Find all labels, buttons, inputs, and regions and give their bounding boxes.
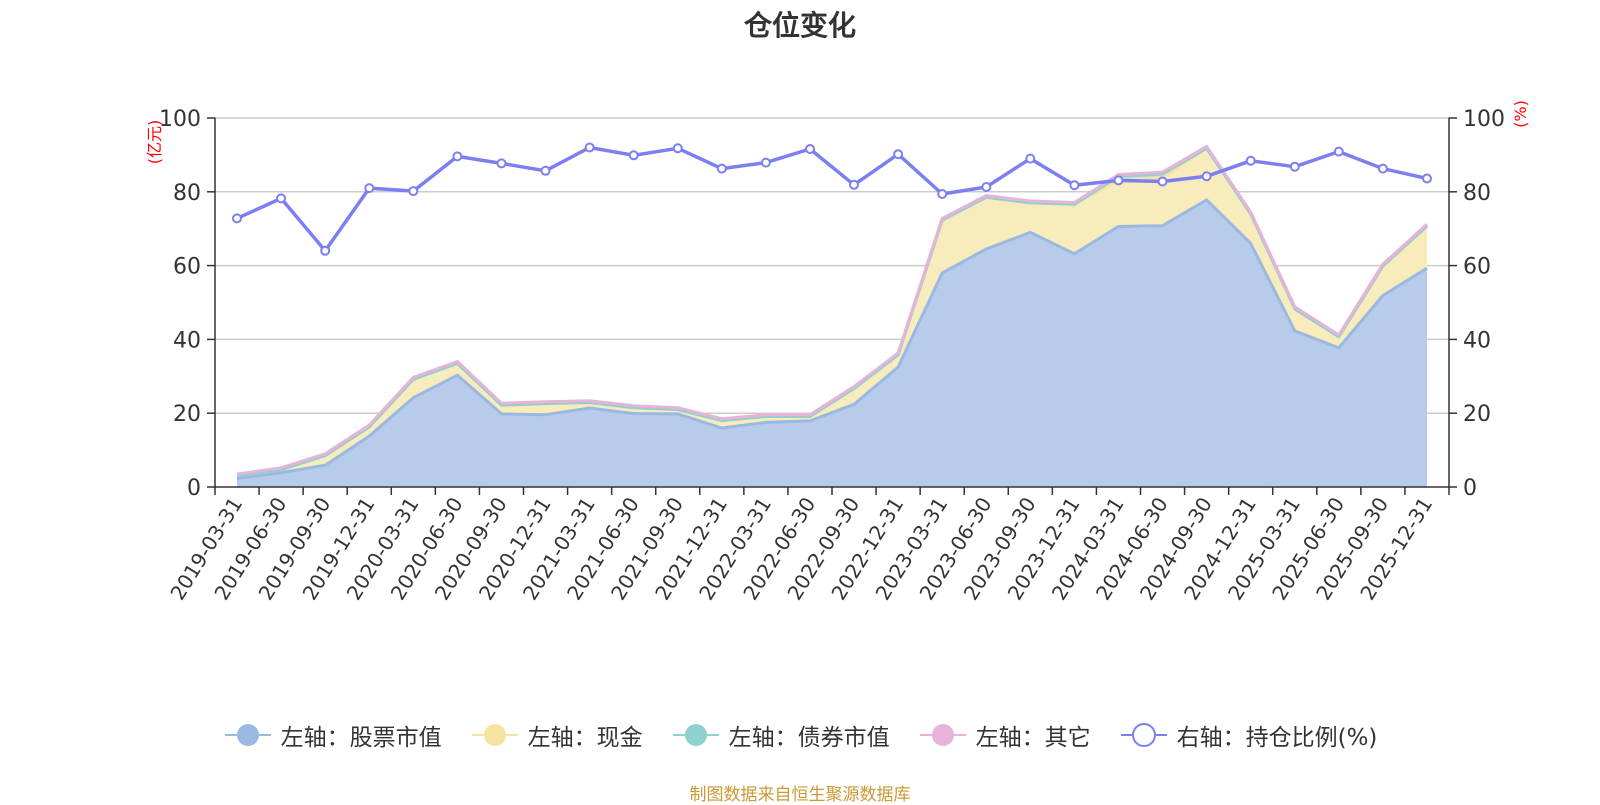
ratio-point-2023-09-30	[1025, 153, 1036, 164]
ratio-point-2022-06-30	[805, 144, 815, 154]
ratio-point-2021-12-31	[716, 163, 727, 174]
ratio-point-2022-09-30	[849, 179, 859, 190]
left-axis-unit: (亿元)	[145, 120, 164, 165]
ratio-point-2023-06-30	[981, 182, 992, 192]
left-tick-label-40: 40	[173, 328, 201, 353]
ratio-point-2023-12-31	[1069, 180, 1080, 191]
ratio-point-2024-12-31	[1245, 155, 1256, 166]
left-tick-label-100: 100	[159, 107, 201, 132]
right-axis-unit: (%)	[1511, 100, 1530, 128]
right-tick-label-100: 100	[1463, 107, 1505, 132]
left-tick-label-20: 20	[173, 402, 201, 427]
ratio-point-2019-09-30	[320, 245, 331, 256]
ratio-point-2024-09-30	[1201, 171, 1212, 182]
ratio-point-2020-06-30	[452, 151, 463, 162]
left-tick-label-60: 60	[173, 255, 201, 280]
ratio-point-2021-09-30	[672, 143, 683, 154]
ratio-point-2022-12-31	[893, 149, 904, 160]
ratio-point-2025-12-31	[1422, 173, 1432, 184]
area-series	[236, 144, 1429, 487]
ratio-point-2020-12-31	[540, 165, 551, 176]
ratio-line	[236, 145, 1428, 253]
ratio-point-2025-03-31	[1289, 161, 1300, 172]
legend-item-other[interactable]: 左轴：其它	[918, 718, 1091, 752]
right-tick-label-60: 60	[1463, 255, 1491, 280]
chart-title: 仓位变化	[743, 9, 856, 42]
legend-marker-bond	[672, 724, 719, 746]
ratio-point-2025-06-30	[1333, 146, 1344, 157]
legend-label-stock: 左轴：股票市值	[280, 725, 442, 751]
ratio-point-2023-03-31	[937, 189, 948, 199]
ratio-point-2019-12-31	[364, 183, 375, 194]
legend-label-bond: 左轴：债券市值	[728, 725, 890, 751]
legend-item-ratio[interactable]: 右轴：持仓比例(%)	[1119, 718, 1378, 752]
right-tick-label-20: 20	[1463, 402, 1491, 427]
right-tick-label-80: 80	[1463, 181, 1491, 206]
ratio-point-2020-03-31	[408, 186, 419, 197]
legend-marker-cash	[471, 724, 518, 746]
legend-marker-ratio	[1120, 723, 1167, 747]
legend-label-other: 左轴：其它	[975, 725, 1091, 751]
area-line-series-0	[236, 198, 1428, 480]
ratio-point-2024-06-30	[1157, 176, 1168, 187]
ratio-point-2024-03-31	[1113, 175, 1124, 186]
legend-marker-stock	[224, 724, 271, 746]
legend-item-bond[interactable]: 左轴：债券市值	[671, 718, 890, 752]
legend: 左轴：股票市值 左轴：现金 左轴：债券市值 左轴：其它 右轴：持仓比例(%)	[0, 718, 1600, 752]
ratio-point-2021-06-30	[628, 150, 639, 161]
legend-label-ratio: 右轴：持仓比例(%)	[1176, 725, 1378, 751]
left-tick-label-0: 0	[187, 476, 201, 501]
ratio-point-2022-03-31	[760, 157, 771, 168]
ratio-point-2019-03-31	[232, 213, 242, 224]
ratio-point-2025-09-30	[1377, 163, 1388, 174]
legend-item-cash[interactable]: 左轴：现金	[470, 718, 643, 752]
ratio-point-2019-06-30	[276, 193, 287, 204]
ratio-point-2021-03-31	[584, 142, 595, 153]
area-line-series-3	[236, 144, 1429, 476]
ratio-line-series	[232, 142, 1432, 256]
legend-marker-other	[919, 724, 966, 746]
right-tick-label-0: 0	[1463, 476, 1477, 501]
source-note: 制图数据来自恒生聚源数据库	[689, 785, 911, 805]
left-tick-label-80: 80	[173, 181, 201, 206]
legend-item-stock[interactable]: 左轴：股票市值	[223, 718, 442, 752]
legend-label-cash: 左轴：现金	[527, 725, 643, 751]
ratio-point-2020-09-30	[496, 158, 507, 169]
right-tick-label-40: 40	[1463, 328, 1491, 353]
